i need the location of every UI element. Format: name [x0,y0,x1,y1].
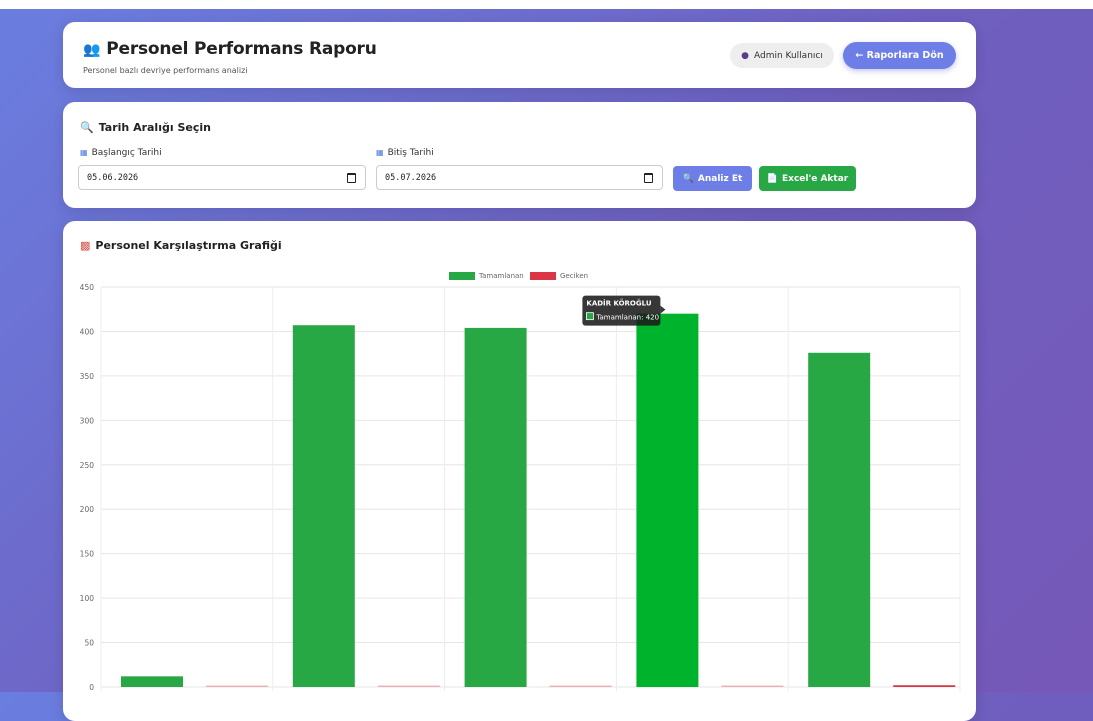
calendar-icon: ▦ [376,148,384,157]
bar-late [377,685,440,687]
date-filter-title-text: Tarih Aralığı Seçin [98,121,211,134]
y-tick-label: 250 [80,461,95,470]
y-tick-label: 350 [80,372,95,381]
bar-late [549,685,612,687]
page-title: 👥 Personel Performans Raporu [83,39,377,59]
y-tick-label: 50 [84,639,94,648]
header-card: 👥 Personel Performans Raporu Personel baz… [63,22,976,88]
tooltip-caret [660,305,666,314]
analyze-button-label: Analiz Et [697,173,743,184]
tooltip-box [582,295,661,326]
analyze-button[interactable]: 🔍 Analiz Et [673,166,752,191]
bar-chart-icon: ▩ [80,239,91,252]
y-tick-label: 100 [80,594,95,603]
page-subtitle: Personel bazlı devriye performans analiz… [83,66,248,75]
legend-swatch [449,272,475,280]
y-tick-label: 150 [80,550,95,559]
y-tick-label: 450 [80,283,95,292]
end-date-value: 05.07.2026 [385,172,437,183]
browser-top-strip [0,0,1093,9]
bar-completed [121,676,183,687]
legend-label: Tamamlanan [478,272,524,280]
start-date-value: 05.06.2026 [87,172,139,183]
calendar-picker-icon[interactable] [644,173,653,183]
search-icon: 🔍 [682,173,694,184]
chart-section-title-text: Personel Karşılaştırma Grafiği [95,239,282,252]
page-title-text: Personel Performans Raporu [106,39,377,59]
start-date-input[interactable]: 05.06.2026 [78,165,366,190]
legend-swatch [530,272,556,280]
chart-card: ▩ Personel Karşılaştırma Grafiği 0 50 100 15… [63,221,976,721]
start-date-label-text: Başlangıç Tarihi [91,148,162,158]
user-name: Admin Kullanıcı [753,50,823,61]
bar-late [893,685,956,687]
bar-late [721,685,784,687]
export-excel-button-label: Excel'e Aktar [781,173,849,184]
y-tick-label: 400 [80,327,95,336]
y-tick-label: 0 [89,683,94,692]
y-tick-label: 200 [80,505,95,514]
y-tick-label: 300 [80,416,95,425]
comparison-bar-chart[interactable]: 0 50 100 150 200 250 300 350 400 450 Tamamlanan Gec… [63,221,976,701]
bar-late [206,685,268,687]
tooltip-value: Tamamlanan: 420 [595,314,659,322]
start-date-label: ▦ Başlangıç Tarihi [80,148,162,158]
date-filter-card: 🔍 Tarih Aralığı Seçin ▦ Başlangıç Tarihi 0… [63,102,976,208]
bar-completed [636,313,699,687]
tooltip-swatch [586,312,594,321]
tooltip-title: KADİR KÖROĞLU [586,299,651,308]
calendar-picker-icon[interactable] [347,173,356,183]
document-icon: 📄 [766,173,778,184]
date-filter-title: 🔍 Tarih Aralığı Seçin [80,121,211,134]
user-badge[interactable]: ● Admin Kullanıcı [730,43,834,68]
user-icon: ● [741,50,749,61]
chart-section-title: ▩ Personel Karşılaştırma Grafiği [80,239,282,252]
export-excel-button[interactable]: 📄 Excel'e Aktar [759,166,856,191]
calendar-icon: ▦ [80,148,88,157]
search-icon: 🔍 [80,121,94,134]
end-date-label-text: Bitiş Tarihi [387,148,434,158]
users-icon: 👥 [83,42,101,58]
end-date-label: ▦ Bitiş Tarihi [376,148,434,158]
end-date-input[interactable]: 05.07.2026 [376,165,663,190]
bar-completed [808,352,871,687]
bar-completed [464,327,527,687]
back-to-reports-button[interactable]: ← Raporlara Dön [843,42,956,69]
bar-completed [292,325,355,687]
legend-label: Geciken [560,272,588,280]
